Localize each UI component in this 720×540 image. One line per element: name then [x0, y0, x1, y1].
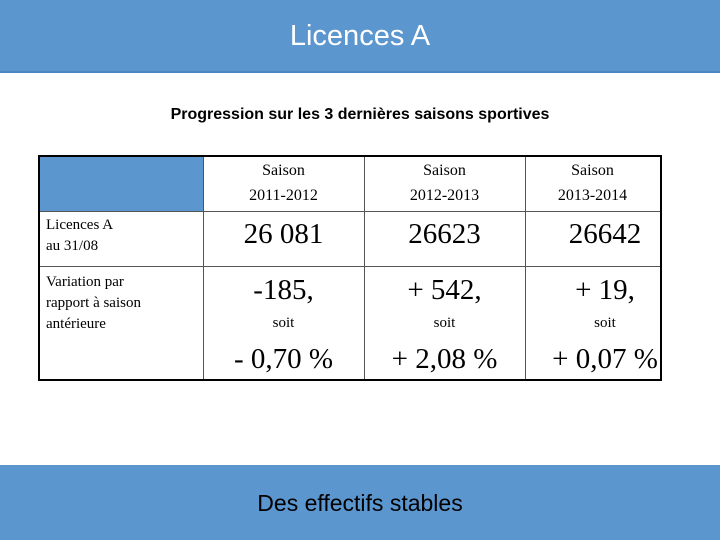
column-header-2011-2012: Saison 2011-2012 — [203, 158, 364, 208]
column-header-2013-2014: Saison 2013-2014 — [525, 158, 660, 208]
table-cell: 26 081 — [243, 218, 324, 250]
table-cell-percent: - 0,70 % — [233, 343, 334, 375]
row-label-line: rapport à saison — [46, 295, 141, 311]
row-label-line: Variation par — [46, 274, 124, 290]
column-header-line2: 2012-2013 — [409, 187, 480, 204]
column-header-line1: Saison — [423, 162, 466, 179]
column-header-line1: Saison — [571, 162, 614, 179]
footer-caption: Des effectifs stables — [257, 490, 463, 516]
row-label-line: antérieure — [46, 316, 106, 332]
table-cell: 26642 — [568, 218, 642, 250]
table-corner-cell — [40, 157, 203, 211]
table-cell: + 542, — [407, 274, 482, 306]
table-subtitle: Progression sur les 3 dernières saisons … — [170, 106, 550, 123]
table-cell-connector: soit — [594, 315, 616, 331]
table-cell-connector: soit — [433, 315, 456, 331]
row-label-licences: Licences A au 31/08 — [46, 215, 201, 257]
row-divider — [40, 211, 660, 212]
row-label-line: au 31/08 — [46, 238, 99, 254]
table-cell-percent: + 0,07 % — [552, 343, 658, 375]
row-label-line: Licences A — [46, 217, 114, 233]
column-header-2012-2013: Saison 2012-2013 — [364, 158, 525, 208]
column-header-line1: Saison — [262, 162, 305, 179]
table-cell: 26623 — [408, 218, 481, 250]
column-divider — [203, 157, 204, 379]
column-header-line2: 2013-2014 — [557, 187, 628, 204]
column-divider — [364, 157, 365, 379]
table-cell: + 19, — [575, 274, 635, 306]
data-table — [38, 155, 662, 381]
table-cell: -185, — [253, 274, 314, 306]
table-cell-percent: + 2,08 % — [391, 343, 498, 375]
row-divider — [40, 266, 660, 267]
slide-title: Licences A — [289, 20, 431, 52]
table-cell-connector: soit — [272, 315, 295, 331]
column-divider — [525, 157, 526, 379]
column-header-line2: 2011-2012 — [249, 187, 318, 204]
footer-bar — [0, 465, 720, 540]
row-label-variation: Variation par rapport à saison antérieur… — [46, 272, 201, 335]
title-bar — [0, 0, 720, 73]
